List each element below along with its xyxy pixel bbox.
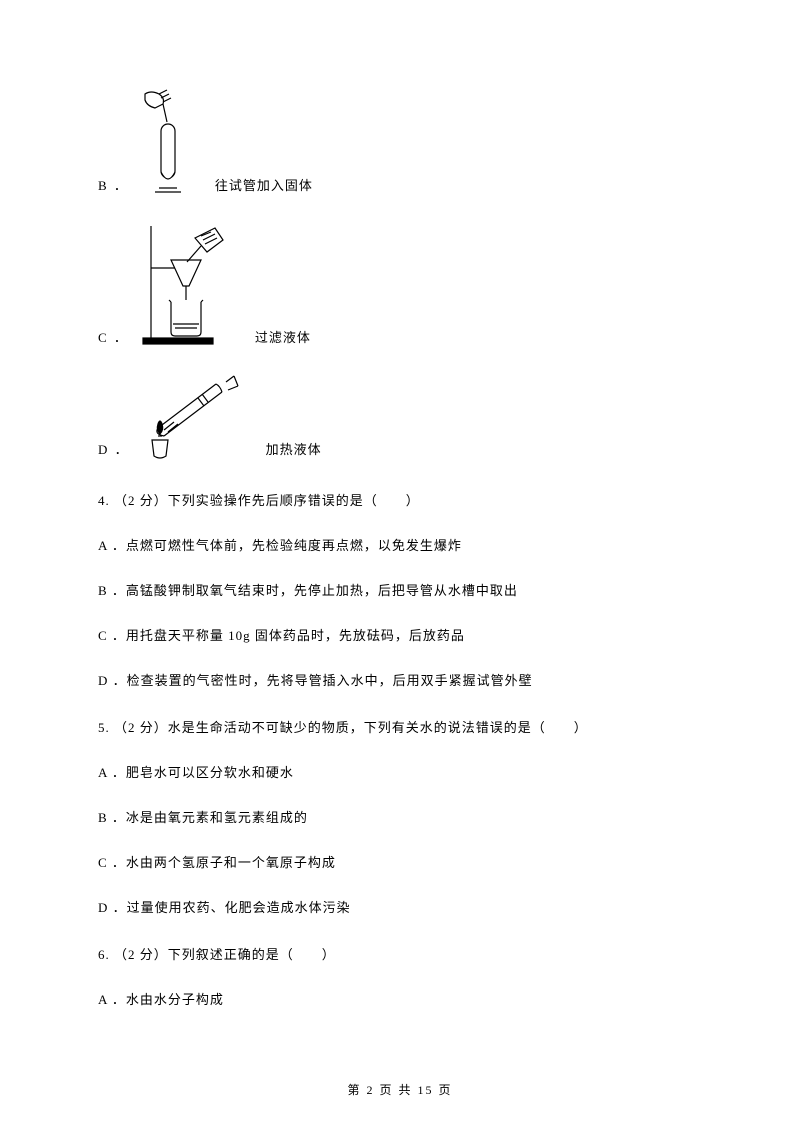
page-content: B ． 往试管加入固体	[0, 0, 800, 1008]
option-c-label: C ．	[98, 327, 129, 350]
option-b-label: B ．	[98, 175, 129, 198]
q4-option-d: D ．检查装置的气密性时，先将导管插入水中，后用双手紧握试管外壁	[98, 670, 702, 689]
option-c-text: 过滤液体	[255, 327, 311, 350]
q5-option-a: A ．肥皂水可以区分软水和硬水	[98, 762, 702, 781]
q4-stem: 4. （2 分）下列实验操作先后顺序错误的是（ ）	[98, 490, 702, 509]
q5-option-d: D ．过量使用农药、化肥会造成水体污染	[98, 897, 702, 916]
q6-option-a: A ．水由水分子构成	[98, 989, 702, 1008]
option-d-label: D ．	[98, 439, 130, 462]
q5-stem: 5. （2 分）水是生命活动不可缺少的物质，下列有关水的说法错误的是（ ）	[98, 717, 702, 736]
q5-option-c: C ．水由两个氢原子和一个氧原子构成	[98, 852, 702, 871]
option-b-text: 往试管加入固体	[215, 175, 313, 198]
q4-option-a: A ．点燃可燃性气体前，先检验纯度再点燃，以免发生爆炸	[98, 535, 702, 554]
option-b-row: B ． 往试管加入固体	[98, 88, 702, 198]
option-c-row: C ．	[98, 220, 702, 350]
q5-option-b: B ．冰是由氧元素和氢元素组成的	[98, 807, 702, 826]
option-b-figure	[137, 88, 197, 198]
option-d-text: 加热液体	[266, 439, 322, 462]
q4-option-b: B ．高锰酸钾制取氧气结束时，先停止加热，后把导管从水槽中取出	[98, 580, 702, 599]
option-d-figure	[138, 372, 248, 462]
q6-stem: 6. （2 分）下列叙述正确的是（ ）	[98, 944, 702, 963]
page-footer: 第 2 页 共 15 页	[0, 1081, 800, 1098]
option-d-row: D ．	[98, 372, 702, 462]
option-c-figure	[137, 220, 237, 350]
q4-option-c: C ．用托盘天平称量 10g 固体药品时，先放砝码，后放药品	[98, 625, 702, 644]
